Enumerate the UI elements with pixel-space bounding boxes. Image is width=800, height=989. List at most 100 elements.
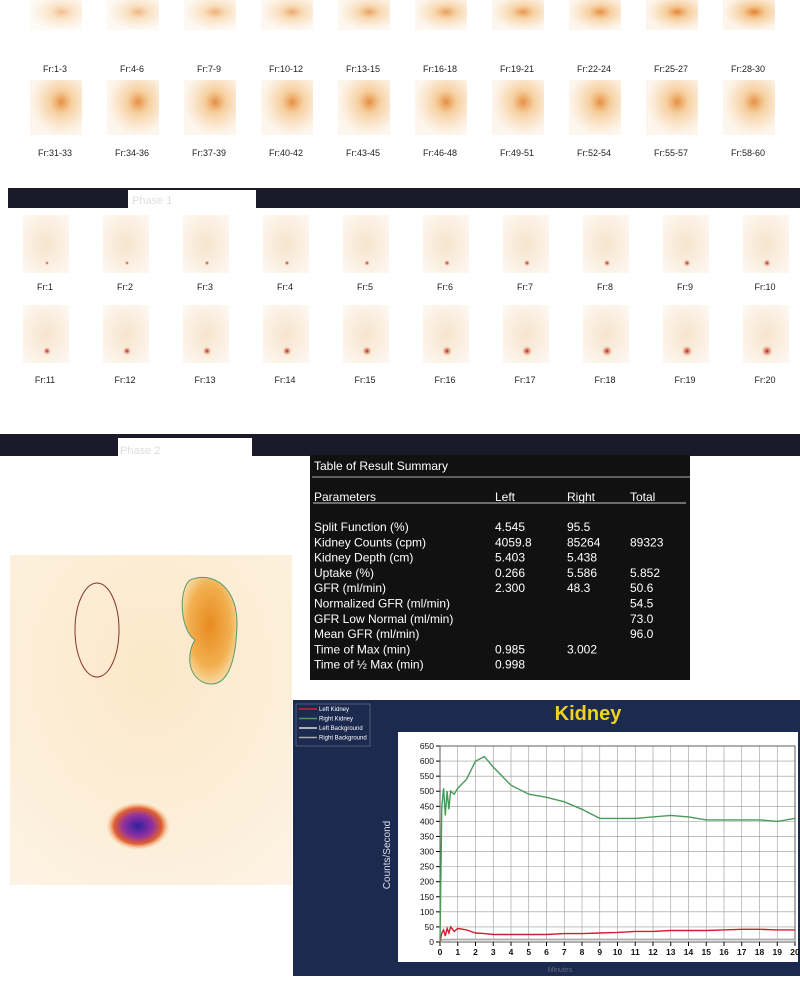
thumbnail (107, 0, 159, 30)
frame-label: Fr:6 (437, 282, 453, 292)
y-axis-label: Counts/Second (382, 821, 393, 889)
activity-dot (124, 260, 130, 266)
frame-label: Fr:19-21 (500, 64, 534, 74)
y-tick-label: 650 (420, 741, 434, 751)
x-tick-label: 16 (719, 947, 729, 957)
table-cell: 4.545 (495, 520, 525, 534)
table-cell: 0.985 (495, 642, 525, 656)
legend-entry: Right Background (319, 736, 367, 742)
x-tick-label: 9 (597, 947, 602, 957)
x-tick-label: 19 (773, 947, 783, 957)
x-tick-label: 8 (580, 947, 585, 957)
data-line (439, 755, 796, 943)
thumbnail (492, 0, 544, 30)
x-tick-label: 5 (526, 947, 531, 957)
frame-label: Fr:43-45 (346, 148, 380, 158)
y-tick-label: 500 (420, 786, 434, 796)
thumbnail (723, 0, 775, 30)
y-tick-label: 250 (420, 862, 434, 872)
frame-label: Fr:7-9 (197, 64, 221, 74)
frame-label: Fr:20 (754, 375, 775, 385)
activity-dot (284, 260, 290, 266)
frame-label: Fr:4 (277, 282, 293, 292)
frame-label: Fr:19 (674, 375, 695, 385)
thumbnail (30, 80, 82, 135)
frame-label: Fr:55-57 (654, 148, 688, 158)
table-row-label: Kidney Counts (cpm) (314, 535, 426, 549)
table-row-label: Time of ½ Max (min) (314, 658, 424, 672)
frame-label: Fr:9 (677, 282, 693, 292)
thumbnail (646, 80, 698, 135)
thumbnail (184, 0, 236, 30)
chart: KidneyCounts/SecondMinutes05010015020025… (299, 703, 800, 974)
activity-dot (282, 346, 292, 356)
x-tick-label: 2 (473, 947, 478, 957)
table-cell: 5.852 (630, 566, 660, 580)
frame-label: Fr:52-54 (577, 148, 611, 158)
phase-label: Phase 1 (132, 195, 172, 207)
activity-dot (521, 345, 533, 357)
legend-entry: Right Kidney (319, 717, 353, 723)
frame-label: Fr:13-15 (346, 64, 380, 74)
table-cell: 0.998 (495, 658, 525, 672)
activity-dot (43, 347, 51, 355)
frame-label: Fr:1-3 (43, 64, 67, 74)
frame-label: Fr:2 (117, 282, 133, 292)
frame-label: Fr:1 (37, 282, 53, 292)
y-tick-label: 350 (420, 831, 434, 841)
table-row-label: Uptake (%) (314, 566, 374, 580)
x-tick-label: 11 (631, 947, 640, 957)
frame-label: Fr:16-18 (423, 64, 457, 74)
activity-dot (683, 259, 691, 267)
y-tick-label: 550 (420, 771, 434, 781)
chart-title: Kidney (555, 703, 623, 725)
table-row-label: GFR (ml/min) (314, 581, 386, 595)
phase-tab (118, 438, 252, 458)
x-tick-label: 13 (666, 947, 676, 957)
frame-label: Fr:40-42 (269, 148, 303, 158)
y-tick-label: 50 (425, 922, 435, 932)
activity-dot (364, 260, 370, 266)
x-tick-label: 4 (509, 947, 514, 957)
x-tick-label: 12 (648, 947, 658, 957)
x-tick-label: 6 (544, 947, 549, 957)
roi-image (10, 555, 292, 885)
legend-entry: Left Background (319, 726, 363, 732)
activity-dot (45, 261, 49, 265)
frame-label: Fr:22-24 (577, 64, 611, 74)
table-cell: 48.3 (567, 581, 591, 595)
table-cell: 5.403 (495, 551, 525, 565)
table-header: Left (495, 490, 516, 504)
table-row-label: GFR Low Normal (ml/min) (314, 612, 453, 626)
activity-dot (122, 346, 132, 356)
frame-label: Fr:4-6 (120, 64, 144, 74)
table-bg (310, 455, 690, 680)
frame-label: Fr:11 (35, 375, 55, 385)
frame-label: Fr:8 (597, 282, 613, 292)
table-cell: 2.300 (495, 581, 525, 595)
thumbnail (261, 0, 313, 30)
thumbnail (30, 0, 82, 30)
table-cell: 95.5 (567, 520, 591, 534)
table-header: Total (630, 490, 655, 504)
y-tick-label: 450 (420, 801, 434, 811)
table-cell: 54.5 (630, 597, 654, 611)
frame-label: Fr:17 (514, 375, 535, 385)
thumbnail (723, 80, 775, 135)
y-tick-label: 300 (420, 847, 434, 857)
frame-label: Fr:46-48 (423, 148, 457, 158)
frame-label: Fr:34-36 (115, 148, 149, 158)
thumbnail (338, 80, 390, 135)
thumbnail (107, 80, 159, 135)
plot-frame (439, 745, 796, 943)
frame-label: Fr:49-51 (500, 148, 534, 158)
activity-dot (681, 345, 693, 357)
frame-label: Fr:3 (197, 282, 213, 292)
thumbnail (415, 0, 467, 30)
frame-label: Fr:5 (357, 282, 373, 292)
table-cell: 0.266 (495, 566, 525, 580)
x-tick-label: 17 (737, 947, 747, 957)
frame-label: Fr:31-33 (38, 148, 72, 158)
table-row-label: Mean GFR (ml/min) (314, 627, 419, 641)
y-tick-label: 200 (420, 877, 434, 887)
